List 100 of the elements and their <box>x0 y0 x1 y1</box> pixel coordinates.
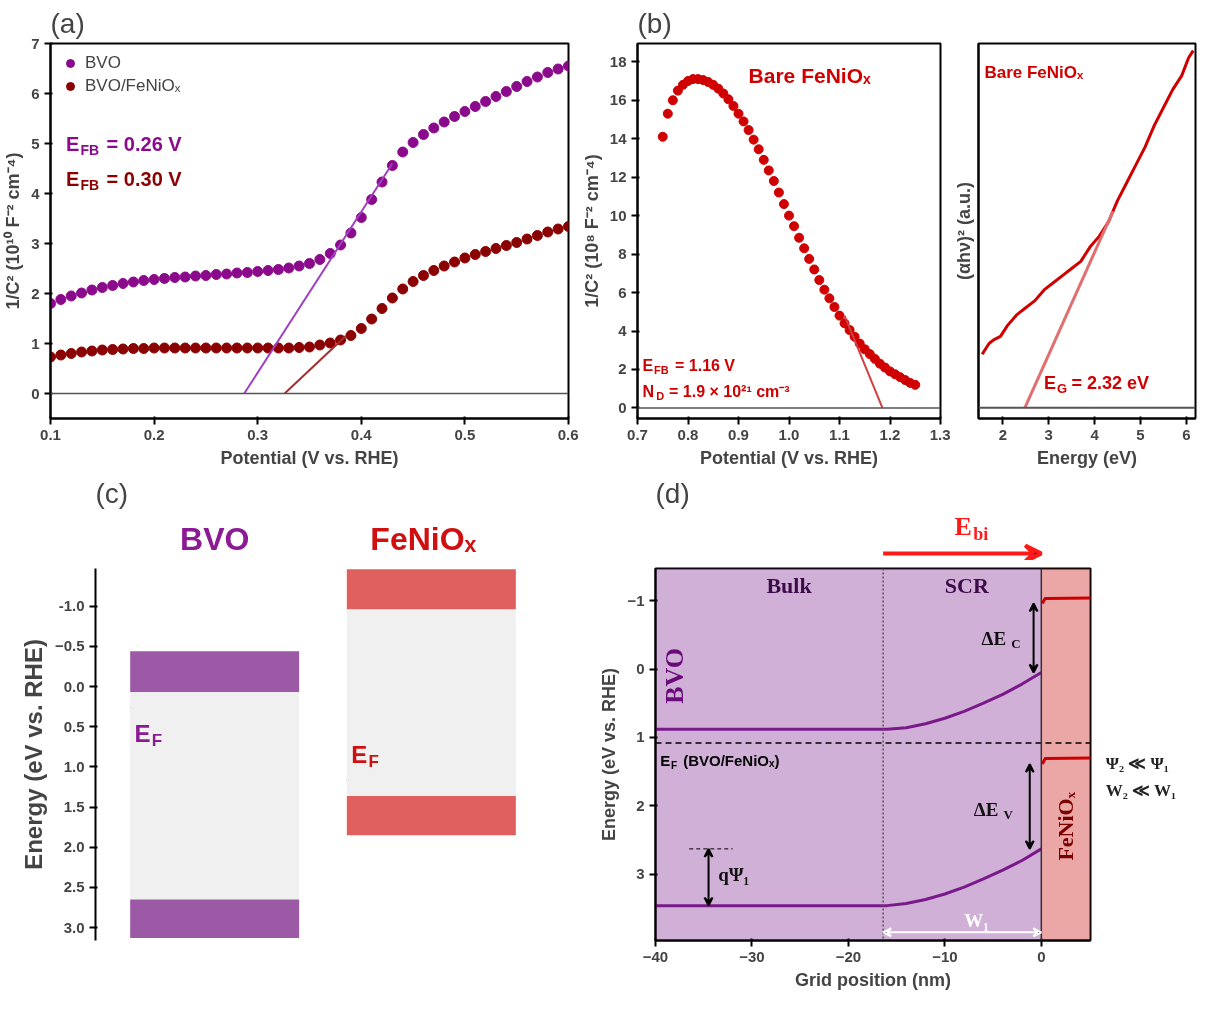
y-tick-label: 0.5 <box>63 717 85 735</box>
point <box>127 276 139 288</box>
point <box>169 342 181 354</box>
point <box>169 272 181 283</box>
point <box>500 240 512 251</box>
point <box>200 342 212 354</box>
point <box>778 199 789 210</box>
point <box>748 134 759 145</box>
y-axis-title: Energy (eV vs. RHE) <box>599 667 620 842</box>
y-tick-label: 4 <box>31 184 41 202</box>
point <box>480 246 492 257</box>
point <box>773 187 784 198</box>
point <box>417 270 429 281</box>
y-tick-label: 4 <box>618 322 628 339</box>
point <box>490 243 502 254</box>
category-label: FeNiOₓ <box>370 521 477 558</box>
x-tick-label: 5 <box>1136 425 1145 443</box>
x-axis-title: Grid position (nm) <box>795 969 951 990</box>
point <box>138 343 150 354</box>
annotation: SCR <box>944 573 990 599</box>
y-tick-label: 2 <box>618 360 627 378</box>
y-tick-label: 12 <box>609 168 627 186</box>
chart-title: (c) <box>95 477 129 509</box>
point <box>231 342 243 354</box>
point <box>667 95 678 106</box>
point <box>763 165 774 176</box>
x-tick-label: 1.3 <box>929 425 951 443</box>
point <box>179 271 191 283</box>
x-tick-label: 1.0 <box>778 425 800 443</box>
point <box>542 67 554 78</box>
x-tick-label: −20 <box>835 947 862 965</box>
point <box>117 343 129 355</box>
point <box>376 303 388 314</box>
y-tick-label: 2 <box>636 796 645 814</box>
point <box>428 122 440 134</box>
annotation: W₁ <box>964 910 989 932</box>
x-axis-title: Potential (V vs. RHE) <box>220 447 399 468</box>
point <box>438 116 450 128</box>
point <box>76 287 88 299</box>
point <box>252 266 264 277</box>
point <box>784 210 794 221</box>
point <box>552 223 564 235</box>
point <box>490 91 502 102</box>
point <box>158 273 170 284</box>
point <box>819 284 830 295</box>
y-tick-label: 10 <box>609 206 627 224</box>
point <box>511 237 523 248</box>
point <box>345 330 357 341</box>
point <box>662 108 673 119</box>
y-tick-label: 3 <box>31 234 40 252</box>
point <box>221 342 233 354</box>
point <box>552 63 564 75</box>
point <box>500 86 512 97</box>
point <box>738 116 749 127</box>
y-tick-label: -1.0 <box>58 597 85 615</box>
point <box>397 146 409 158</box>
point <box>438 260 450 272</box>
point <box>355 323 367 334</box>
y-tick-label: 0.0 <box>63 677 85 695</box>
point <box>86 345 98 357</box>
point <box>469 249 481 260</box>
x-tick-label: 0.9 <box>728 425 749 443</box>
point <box>521 233 533 245</box>
point <box>657 131 668 142</box>
point <box>753 144 764 155</box>
point <box>107 344 119 355</box>
legend-label: BVO <box>85 53 121 73</box>
point <box>804 253 815 264</box>
point <box>469 101 481 112</box>
point <box>824 293 835 304</box>
x-tick-label: 0.1 <box>40 425 61 443</box>
point <box>304 341 315 353</box>
annotation: Bare FeNiOₓ <box>748 63 871 87</box>
point <box>829 301 840 312</box>
y-tick-label: 1 <box>31 334 40 352</box>
text: W₂ ≪ W₁ <box>1105 781 1177 801</box>
y-tick-label: −0.5 <box>54 637 85 655</box>
x-tick-label: 0.7 <box>627 425 648 443</box>
y-tick-label: 3 <box>636 865 645 883</box>
point <box>521 76 533 87</box>
point <box>158 342 170 354</box>
x-tick-label: 2 <box>998 425 1007 443</box>
point <box>200 270 212 281</box>
legend-label: BVO/FeNiOₓ <box>85 76 181 96</box>
point <box>814 275 825 286</box>
point <box>241 342 253 354</box>
y-tick-label: 1 <box>636 728 645 746</box>
y-tick-label: 2.0 <box>63 838 85 856</box>
annotation: Bulk <box>766 573 813 599</box>
bar <box>346 609 516 796</box>
point <box>231 267 243 279</box>
point <box>743 125 754 136</box>
y-tick-label: 6 <box>618 283 627 301</box>
point <box>179 342 191 354</box>
x-tick-label: 0 <box>1037 947 1046 965</box>
chart-title: (a) <box>50 7 85 39</box>
point <box>733 108 744 119</box>
point <box>283 262 295 274</box>
x-tick-label: 1.1 <box>829 425 850 443</box>
x-tick-label: 0.3 <box>247 425 269 443</box>
